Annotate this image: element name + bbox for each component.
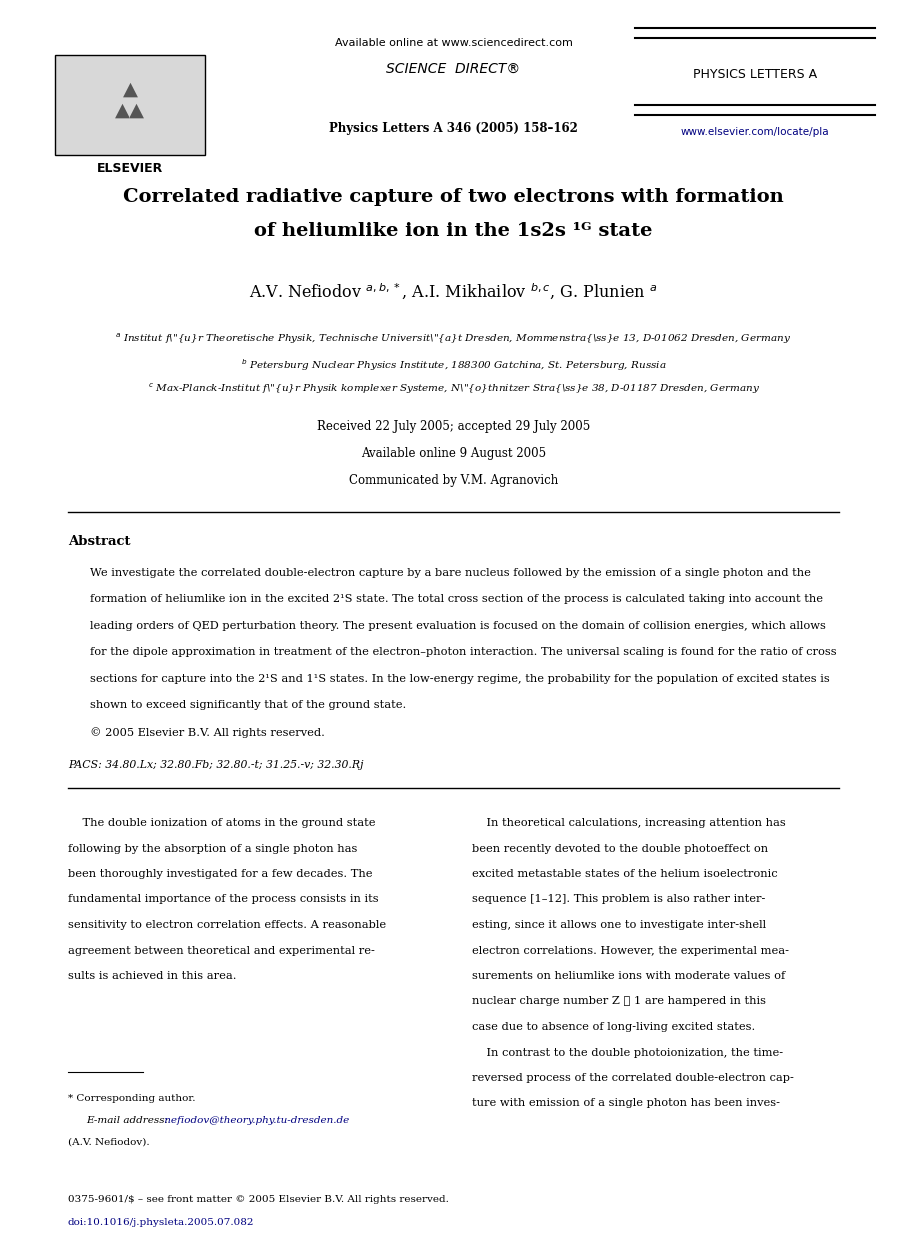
Text: for the dipole approximation in treatment of the electron–photon interaction. Th: for the dipole approximation in treatmen… bbox=[90, 647, 836, 657]
Text: www.elsevier.com/locate/pla: www.elsevier.com/locate/pla bbox=[680, 128, 829, 137]
Text: formation of heliumlike ion in the excited 2¹S state. The total cross section of: formation of heliumlike ion in the excit… bbox=[90, 594, 823, 604]
Text: ELSEVIER: ELSEVIER bbox=[97, 162, 163, 175]
Text: sults is achieved in this area.: sults is achieved in this area. bbox=[68, 971, 237, 980]
Text: been thoroughly investigated for a few decades. The: been thoroughly investigated for a few d… bbox=[68, 869, 373, 879]
Text: shown to exceed significantly that of the ground state.: shown to exceed significantly that of th… bbox=[90, 701, 406, 711]
Text: $^{b}$ Petersburg Nuclear Physics Institute, 188300 Gatchina, St. Petersburg, Ru: $^{b}$ Petersburg Nuclear Physics Instit… bbox=[240, 357, 667, 373]
Text: E-mail address:: E-mail address: bbox=[86, 1115, 168, 1125]
Text: excited metastable states of the helium isoelectronic: excited metastable states of the helium … bbox=[472, 869, 777, 879]
Text: PACS: 34.80.Lx; 32.80.Fb; 32.80.-t; 31.25.-v; 32.30.Rj: PACS: 34.80.Lx; 32.80.Fb; 32.80.-t; 31.2… bbox=[68, 760, 364, 770]
Text: © 2005 Elsevier B.V. All rights reserved.: © 2005 Elsevier B.V. All rights reserved… bbox=[90, 727, 325, 738]
Text: nefiodov@theory.phy.tu-dresden.de: nefiodov@theory.phy.tu-dresden.de bbox=[161, 1115, 349, 1125]
Text: electron correlations. However, the experimental mea-: electron correlations. However, the expe… bbox=[472, 946, 788, 956]
Text: 0375-9601/$ – see front matter © 2005 Elsevier B.V. All rights reserved.: 0375-9601/$ – see front matter © 2005 El… bbox=[68, 1195, 449, 1205]
Text: (A.V. Nefiodov).: (A.V. Nefiodov). bbox=[68, 1138, 150, 1146]
Text: sensitivity to electron correlation effects. A reasonable: sensitivity to electron correlation effe… bbox=[68, 920, 386, 930]
Text: A.V. Nefiodov $^{a,b,*}$, A.I. Mikhailov $^{b,c}$, G. Plunien $^{a}$: A.V. Nefiodov $^{a,b,*}$, A.I. Mikhailov… bbox=[249, 282, 658, 302]
Text: $^{c}$ Max-Planck-Institut f\"{u}r Physik komplexer Systeme, N\"{o}thnitzer Stra: $^{c}$ Max-Planck-Institut f\"{u}r Physi… bbox=[148, 383, 759, 396]
Text: sections for capture into the 2¹S and 1¹S states. In the low-energy regime, the : sections for capture into the 2¹S and 1¹… bbox=[90, 673, 830, 685]
Text: $^{a}$ Institut f\"{u}r Theoretische Physik, Technische Universit\"{a}t Dresden,: $^{a}$ Institut f\"{u}r Theoretische Phy… bbox=[115, 332, 792, 347]
Text: fundamental importance of the process consists in its: fundamental importance of the process co… bbox=[68, 895, 378, 905]
Text: following by the absorption of a single photon has: following by the absorption of a single … bbox=[68, 843, 357, 853]
Text: Available online 9 August 2005: Available online 9 August 2005 bbox=[361, 447, 546, 461]
Text: * Corresponding author.: * Corresponding author. bbox=[68, 1094, 196, 1103]
Text: ture with emission of a single photon has been inves-: ture with emission of a single photon ha… bbox=[472, 1098, 779, 1108]
Text: Communicated by V.M. Agranovich: Communicated by V.M. Agranovich bbox=[349, 474, 558, 487]
Text: Physics Letters A 346 (2005) 158–162: Physics Letters A 346 (2005) 158–162 bbox=[329, 123, 578, 135]
Text: reversed process of the correlated double-electron cap-: reversed process of the correlated doubl… bbox=[472, 1073, 794, 1083]
Text: In contrast to the double photoionization, the time-: In contrast to the double photoionizatio… bbox=[472, 1047, 783, 1057]
Text: sequence [1–12]. This problem is also rather inter-: sequence [1–12]. This problem is also ra… bbox=[472, 895, 765, 905]
Text: PHYSICS LETTERS A: PHYSICS LETTERS A bbox=[693, 68, 817, 80]
Text: agreement between theoretical and experimental re-: agreement between theoretical and experi… bbox=[68, 946, 375, 956]
Text: been recently devoted to the double photoeffect on: been recently devoted to the double phot… bbox=[472, 843, 767, 853]
Text: The double ionization of atoms in the ground state: The double ionization of atoms in the gr… bbox=[68, 818, 375, 828]
Text: nuclear charge number Z ≫ 1 are hampered in this: nuclear charge number Z ≫ 1 are hampered… bbox=[472, 997, 766, 1006]
Text: SCIENCE  DIRECT®: SCIENCE DIRECT® bbox=[386, 62, 521, 76]
Text: Received 22 July 2005; accepted 29 July 2005: Received 22 July 2005; accepted 29 July … bbox=[317, 420, 590, 433]
Text: of heliumlike ion in the 1s2s ¹ᴳ state: of heliumlike ion in the 1s2s ¹ᴳ state bbox=[254, 222, 653, 240]
Text: Correlated radiative capture of two electrons with formation: Correlated radiative capture of two elec… bbox=[123, 188, 784, 206]
Text: Available online at www.sciencedirect.com: Available online at www.sciencedirect.co… bbox=[335, 38, 572, 48]
Text: Abstract: Abstract bbox=[68, 535, 131, 548]
Text: surements on heliumlike ions with moderate values of: surements on heliumlike ions with modera… bbox=[472, 971, 785, 980]
Text: case due to absence of long-living excited states.: case due to absence of long-living excit… bbox=[472, 1023, 755, 1032]
Text: ▲
▲▲: ▲ ▲▲ bbox=[115, 80, 145, 119]
Text: doi:10.1016/j.physleta.2005.07.082: doi:10.1016/j.physleta.2005.07.082 bbox=[68, 1218, 255, 1227]
Text: leading orders of QED perturbation theory. The present evaluation is focused on : leading orders of QED perturbation theor… bbox=[90, 621, 826, 631]
Bar bbox=[55, 54, 205, 155]
Text: esting, since it allows one to investigate inter-shell: esting, since it allows one to investiga… bbox=[472, 920, 766, 930]
Text: We investigate the correlated double-electron capture by a bare nucleus followed: We investigate the correlated double-ele… bbox=[90, 568, 811, 578]
Text: In theoretical calculations, increasing attention has: In theoretical calculations, increasing … bbox=[472, 818, 785, 828]
